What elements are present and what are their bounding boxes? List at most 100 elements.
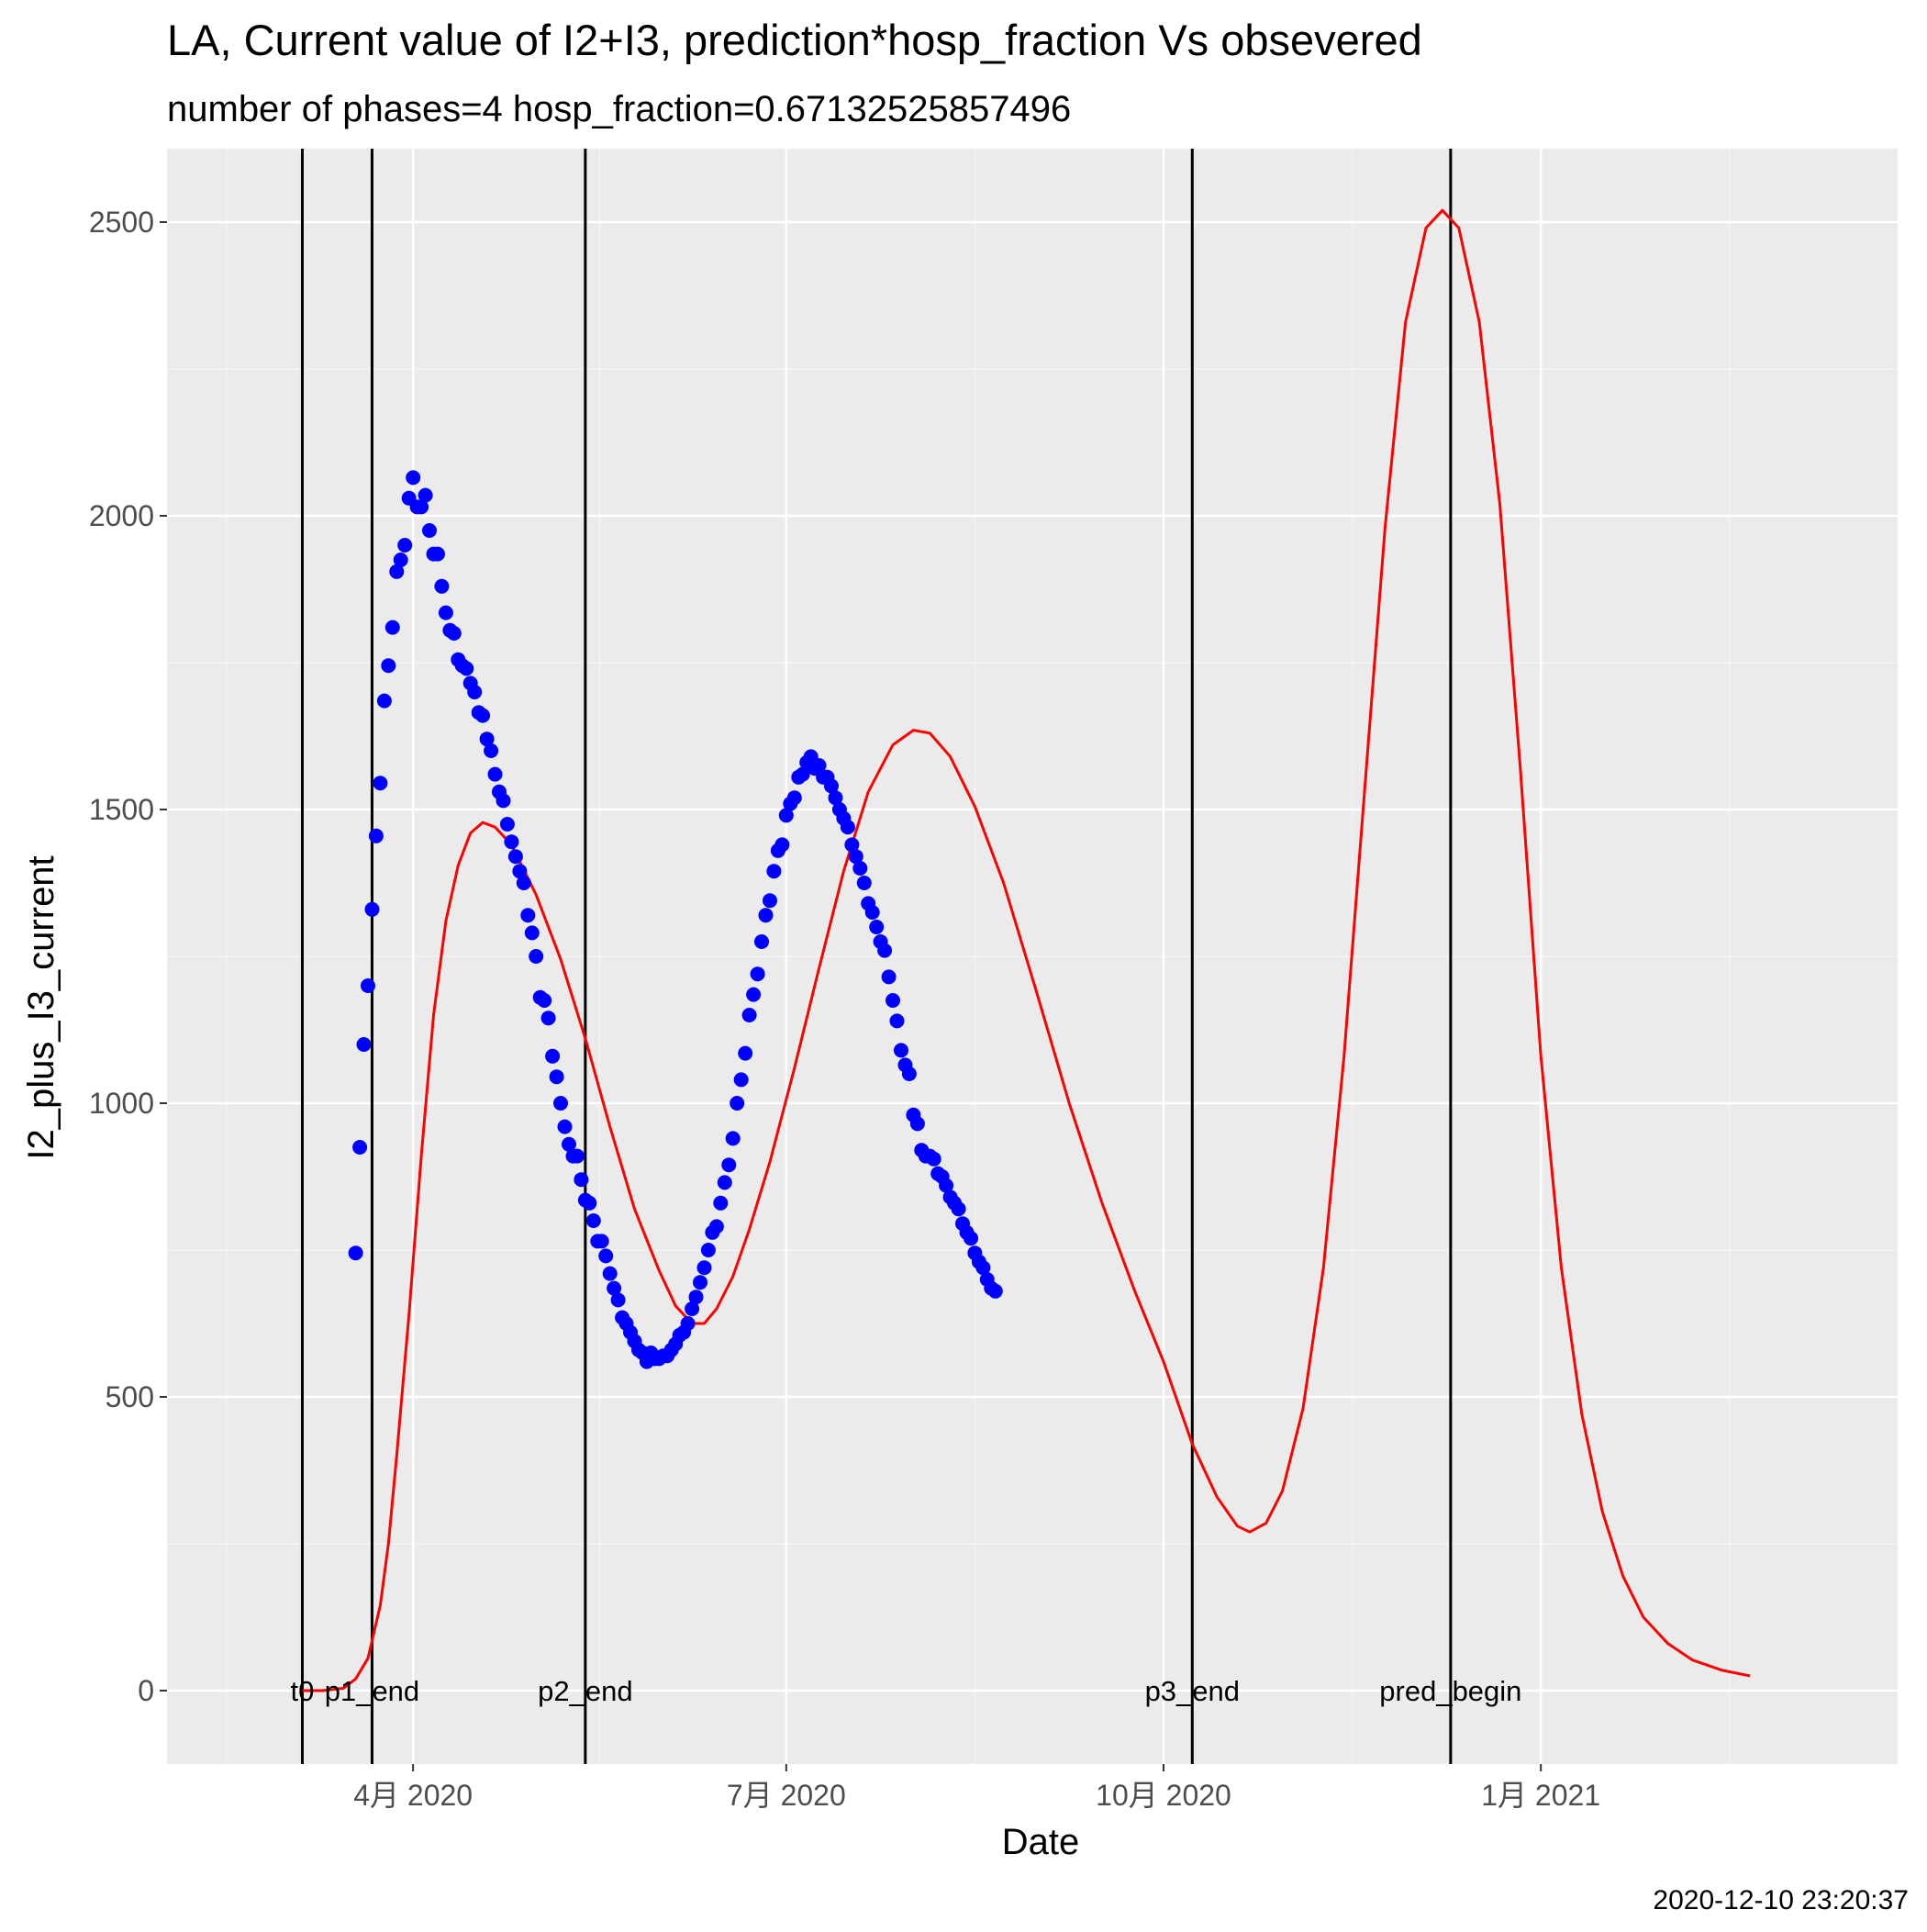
observed-point — [582, 1195, 597, 1211]
observed-point — [602, 1266, 618, 1281]
observed-point — [824, 778, 839, 794]
observed-point — [795, 766, 810, 782]
observed-series — [348, 470, 1003, 1369]
observed-point — [886, 993, 900, 1008]
observed-point — [763, 893, 777, 909]
phase-label: t0 — [291, 1675, 315, 1707]
observed-point — [459, 661, 474, 676]
observed-point — [516, 876, 531, 890]
observed-point — [504, 834, 519, 850]
prediction-line — [302, 208, 1751, 1692]
observed-point — [766, 864, 782, 879]
x-tick-label: 7月 2020 — [727, 1779, 846, 1812]
observed-point — [869, 920, 885, 934]
chart-subtitle: number of phases=4 hosp_fraction=0.67132… — [167, 89, 1071, 129]
observed-point — [414, 499, 429, 515]
observed-point — [987, 1283, 1003, 1299]
observed-point — [434, 578, 450, 594]
grid-major — [167, 149, 1898, 1764]
observed-point — [348, 1245, 363, 1261]
observed-point — [894, 1043, 908, 1058]
observed-point — [438, 605, 453, 620]
observed-point — [717, 1175, 732, 1190]
observed-point — [901, 1067, 917, 1081]
observed-point — [381, 658, 396, 674]
observed-point — [467, 685, 483, 699]
observed-point — [475, 708, 491, 723]
observed-point — [811, 758, 827, 773]
observed-point — [607, 1280, 622, 1296]
observed-point — [389, 564, 405, 579]
x-tick-label: 10月 2020 — [1096, 1779, 1231, 1812]
observed-point — [549, 1069, 564, 1085]
observed-point — [786, 790, 802, 806]
y-axis-title: I2_plus_I3_current — [21, 855, 61, 1159]
x-axis: 4月 2020 7月 2020 10月 2020 1月 2021 — [353, 1764, 1600, 1812]
observed-point — [964, 1231, 978, 1246]
y-tick-label: 2500 — [89, 206, 154, 239]
observed-point — [848, 849, 863, 865]
observed-point — [688, 1290, 704, 1305]
observed-point — [852, 861, 868, 876]
observed-point — [376, 693, 392, 709]
y-axis: 0 500 1000 1500 2000 2500 — [89, 206, 167, 1707]
observed-point — [610, 1292, 626, 1308]
observed-point — [754, 934, 769, 949]
observed-point — [877, 943, 893, 958]
observed-point — [733, 1072, 749, 1088]
observed-point — [939, 1178, 954, 1193]
observed-point — [545, 1048, 561, 1064]
observed-point — [418, 487, 433, 503]
x-tick-label: 1月 2021 — [1481, 1779, 1600, 1812]
prediction-series — [302, 208, 1751, 1692]
observed-point — [975, 1260, 991, 1276]
observed-point — [738, 1045, 753, 1061]
phase-label: pred_begin — [1379, 1675, 1521, 1707]
observed-point — [774, 837, 790, 853]
observed-point — [713, 1195, 729, 1211]
observed-point — [384, 620, 400, 635]
y-tick-label: 1500 — [89, 793, 154, 826]
observed-point — [406, 470, 421, 486]
observed-point — [926, 1151, 941, 1167]
observed-point — [430, 546, 445, 562]
observed-point — [574, 1172, 589, 1188]
observed-point — [507, 849, 523, 865]
observed-point — [446, 626, 462, 641]
observed-point — [499, 817, 515, 832]
observed-point — [524, 925, 540, 941]
observed-point — [352, 1140, 368, 1155]
observed-point — [696, 1260, 712, 1276]
observed-point — [750, 966, 765, 982]
y-tick-label: 500 — [106, 1380, 154, 1413]
observed-point — [553, 1096, 568, 1111]
observed-point — [844, 837, 860, 853]
chart-caption: 2020-12-10 23:20:37 — [1653, 1885, 1909, 1915]
x-tick-label: 4月 2020 — [353, 1779, 473, 1812]
observed-point — [540, 1011, 556, 1026]
observed-point — [680, 1316, 696, 1331]
observed-point — [778, 808, 794, 823]
observed-point — [828, 790, 843, 806]
observed-point — [569, 1148, 585, 1164]
observed-point — [487, 766, 503, 782]
observed-point — [585, 1213, 601, 1228]
observed-point — [373, 776, 388, 791]
observed-point — [721, 1157, 737, 1173]
y-tick-label: 1000 — [89, 1087, 154, 1120]
phase-label: p1_end — [325, 1675, 419, 1707]
observed-point — [397, 538, 413, 553]
observed-point — [520, 908, 536, 923]
observed-point — [356, 1037, 372, 1052]
observed-point — [368, 828, 384, 843]
observed-point — [512, 864, 528, 879]
observed-point — [361, 978, 375, 993]
observed-point — [393, 553, 408, 567]
observed-point — [537, 993, 552, 1008]
observed-point — [909, 1116, 925, 1132]
observed-point — [700, 1243, 716, 1257]
phase-labels: t0 p1_end p2_end p3_end pred_begin — [291, 1675, 1522, 1707]
observed-point — [951, 1201, 966, 1217]
